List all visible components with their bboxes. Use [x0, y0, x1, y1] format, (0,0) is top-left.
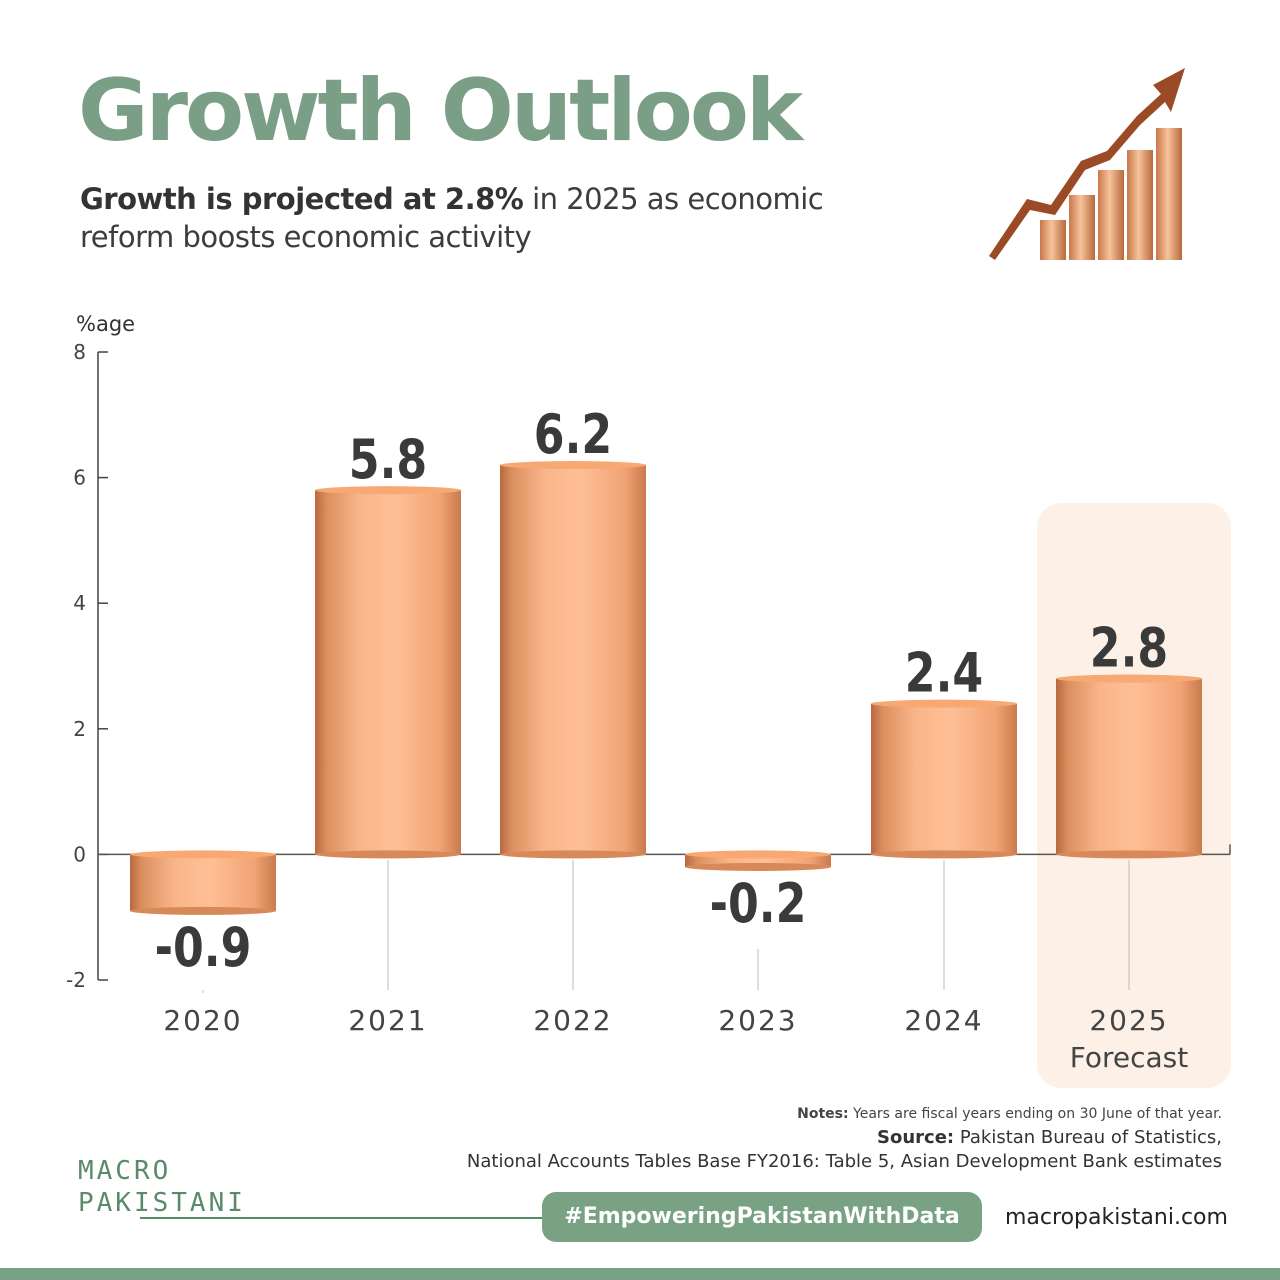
subtitle-text: in 2025 as economic reform boosts econom… [80, 182, 824, 254]
bar-top-cap [1056, 674, 1202, 683]
brand-logo: MACRO PAKISTANI [78, 1155, 246, 1219]
source-text-2: National Accounts Tables Base FY2016: Ta… [466, 1151, 1222, 1172]
y-tick-label: 2 [73, 717, 86, 741]
subtitle-highlight: Growth is projected at 2.8% [80, 182, 524, 216]
y-tick-label: -2 [66, 968, 86, 992]
bar-value-label: 6.2 [534, 403, 612, 466]
bar [315, 490, 461, 855]
forecast-label: Forecast [1070, 1041, 1189, 1074]
notes-text: Years are fiscal years ending on 30 June… [848, 1106, 1222, 1122]
category-label: 2023 [718, 1004, 797, 1037]
bar-top-cap [871, 699, 1017, 708]
bar-top-cap [685, 850, 831, 859]
growth-bar-chart: %age 8 6 4 2 0 -2 -0.9 2020 5.8 2021 6.2 2022 -0.2 202… [66, 312, 1231, 1088]
bar [1056, 678, 1202, 855]
category-label: 2025 [1089, 1004, 1168, 1037]
logo-line-1: MACRO [78, 1156, 172, 1186]
bar-bottom-cap [500, 850, 646, 859]
bar-value-label: 2.4 [905, 641, 983, 704]
y-tick-label: 6 [73, 466, 86, 490]
bar-top-cap [500, 461, 646, 470]
bar [500, 465, 646, 855]
bar-bottom-cap [130, 906, 276, 915]
y-tick-label: 4 [73, 591, 86, 615]
source-line: Source: Pakistan Bureau of Statistics, [467, 1126, 1222, 1150]
logo-line-2: PAKISTANI [78, 1188, 246, 1218]
source-text-1: Pakistan Bureau of Statistics, [954, 1127, 1222, 1148]
bar-bottom-cap [685, 862, 831, 871]
website-link[interactable]: macropakistani.com [1005, 1205, 1228, 1230]
bar-value-label: -0.2 [710, 872, 807, 935]
category-label: 2020 [163, 1004, 242, 1037]
y-axis-label: %age [76, 312, 135, 336]
bar-value-label: -0.9 [155, 916, 252, 979]
bar-bottom-cap [315, 850, 461, 859]
page-subtitle: Growth is projected at 2.8% in 2025 as e… [80, 180, 880, 256]
page-title: Growth Outlook [78, 61, 803, 161]
bar-top-cap [315, 486, 461, 495]
bar-value-label: 5.8 [349, 428, 427, 491]
bar-top-cap [130, 850, 276, 859]
notes-line: Notes: Years are fiscal years ending on … [467, 1102, 1222, 1126]
y-tick-label: 0 [73, 842, 86, 866]
footer-divider [140, 1217, 560, 1219]
category-label: 2021 [348, 1004, 427, 1037]
notes-block: Notes: Years are fiscal years ending on … [467, 1102, 1222, 1174]
category-label: 2022 [533, 1004, 612, 1037]
growth-chart-arrow-icon [989, 68, 1185, 260]
source-label: Source: [877, 1127, 955, 1148]
bar-value-label: 2.8 [1090, 616, 1168, 679]
y-tick-label: 8 [73, 340, 86, 364]
hashtag-badge: #EmpoweringPakistanWithData [542, 1192, 982, 1242]
bar [871, 703, 1017, 855]
category-label: 2024 [904, 1004, 983, 1037]
bar [130, 854, 276, 911]
notes-label: Notes: [797, 1106, 849, 1122]
bottom-bar [0, 1268, 1280, 1280]
bar-bottom-cap [1056, 850, 1202, 859]
bar-bottom-cap [871, 850, 1017, 859]
